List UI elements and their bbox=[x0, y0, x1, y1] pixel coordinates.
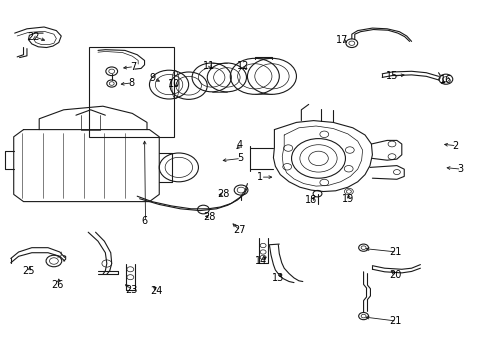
Text: 21: 21 bbox=[390, 316, 402, 326]
Text: 5: 5 bbox=[237, 153, 243, 163]
Text: 24: 24 bbox=[150, 286, 163, 296]
Text: 15: 15 bbox=[386, 71, 398, 81]
Text: 26: 26 bbox=[51, 280, 64, 290]
Text: 3: 3 bbox=[458, 164, 464, 174]
Text: 28: 28 bbox=[217, 189, 229, 199]
Bar bbox=[89, 47, 174, 137]
Text: 12: 12 bbox=[237, 60, 250, 71]
Text: 4: 4 bbox=[237, 140, 243, 150]
Text: 21: 21 bbox=[390, 247, 402, 257]
Text: 14: 14 bbox=[255, 256, 268, 266]
Text: 11: 11 bbox=[203, 60, 215, 71]
Text: 13: 13 bbox=[271, 273, 284, 283]
Text: 10: 10 bbox=[168, 78, 180, 89]
Text: 18: 18 bbox=[305, 195, 318, 205]
Text: 28: 28 bbox=[203, 212, 216, 222]
Text: 7: 7 bbox=[130, 62, 136, 72]
Text: 23: 23 bbox=[125, 285, 138, 295]
Text: 6: 6 bbox=[142, 216, 147, 226]
Text: 8: 8 bbox=[128, 78, 134, 88]
Text: 20: 20 bbox=[390, 270, 402, 280]
Text: 22: 22 bbox=[27, 32, 40, 42]
Text: 1: 1 bbox=[257, 172, 263, 182]
Text: 25: 25 bbox=[22, 266, 35, 276]
Text: 17: 17 bbox=[336, 35, 348, 45]
Text: 27: 27 bbox=[233, 225, 245, 235]
Text: 16: 16 bbox=[440, 75, 452, 85]
Text: 19: 19 bbox=[342, 194, 354, 204]
Text: 9: 9 bbox=[150, 73, 156, 84]
Text: 2: 2 bbox=[453, 141, 459, 151]
